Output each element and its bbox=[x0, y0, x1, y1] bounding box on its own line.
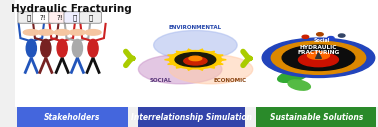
Polygon shape bbox=[208, 66, 215, 68]
FancyBboxPatch shape bbox=[18, 12, 40, 23]
FancyBboxPatch shape bbox=[64, 12, 86, 23]
Text: 💬: 💬 bbox=[73, 14, 77, 21]
Polygon shape bbox=[176, 66, 183, 68]
Circle shape bbox=[299, 53, 338, 67]
Text: Hydraulic Fracturing: Hydraulic Fracturing bbox=[11, 4, 132, 14]
Circle shape bbox=[70, 30, 85, 35]
Polygon shape bbox=[215, 62, 223, 64]
Ellipse shape bbox=[278, 70, 308, 82]
Circle shape bbox=[169, 55, 253, 84]
Circle shape bbox=[307, 52, 330, 59]
Polygon shape bbox=[167, 55, 175, 57]
Circle shape bbox=[175, 53, 216, 67]
Text: Interrelationship Simulation: Interrelationship Simulation bbox=[132, 113, 253, 122]
Polygon shape bbox=[208, 51, 215, 54]
Circle shape bbox=[169, 51, 222, 69]
FancyBboxPatch shape bbox=[49, 12, 71, 23]
Circle shape bbox=[23, 30, 39, 35]
Polygon shape bbox=[219, 59, 226, 61]
FancyBboxPatch shape bbox=[17, 107, 127, 127]
FancyBboxPatch shape bbox=[15, 0, 378, 107]
Polygon shape bbox=[198, 49, 204, 52]
Text: SOCIAL: SOCIAL bbox=[150, 78, 172, 83]
Text: Social: Social bbox=[314, 38, 330, 43]
Ellipse shape bbox=[317, 33, 323, 36]
Circle shape bbox=[262, 38, 375, 77]
Polygon shape bbox=[316, 53, 321, 58]
FancyBboxPatch shape bbox=[138, 107, 245, 127]
Ellipse shape bbox=[302, 35, 309, 38]
Ellipse shape bbox=[41, 39, 51, 57]
Ellipse shape bbox=[88, 39, 98, 57]
Circle shape bbox=[184, 57, 207, 65]
Text: ENVIRONMENTAL: ENVIRONMENTAL bbox=[169, 25, 222, 30]
Ellipse shape bbox=[338, 34, 345, 37]
Ellipse shape bbox=[328, 37, 334, 40]
Polygon shape bbox=[215, 55, 223, 57]
Circle shape bbox=[271, 41, 366, 74]
Circle shape bbox=[85, 30, 101, 35]
FancyBboxPatch shape bbox=[33, 12, 54, 23]
Polygon shape bbox=[187, 68, 193, 70]
Circle shape bbox=[153, 30, 237, 60]
Text: Sustainable Solutions: Sustainable Solutions bbox=[270, 113, 363, 122]
Text: HYDRAULIC
FRACTURING: HYDRAULIC FRACTURING bbox=[297, 44, 339, 55]
Circle shape bbox=[189, 56, 202, 61]
Polygon shape bbox=[187, 49, 193, 52]
Text: Stakeholders: Stakeholders bbox=[44, 113, 100, 122]
Polygon shape bbox=[164, 59, 172, 61]
FancyBboxPatch shape bbox=[80, 12, 101, 23]
Ellipse shape bbox=[57, 39, 67, 57]
Circle shape bbox=[138, 55, 222, 84]
Ellipse shape bbox=[288, 80, 310, 90]
Text: ?!: ?! bbox=[56, 14, 63, 21]
Text: 👍: 👍 bbox=[26, 14, 31, 21]
Polygon shape bbox=[198, 68, 204, 70]
Circle shape bbox=[282, 45, 355, 70]
Polygon shape bbox=[176, 51, 183, 54]
FancyBboxPatch shape bbox=[256, 107, 376, 127]
Text: ?!: ?! bbox=[40, 14, 46, 21]
Text: ECONOMIC: ECONOMIC bbox=[213, 78, 246, 83]
Text: 👎: 👎 bbox=[88, 14, 93, 21]
Ellipse shape bbox=[26, 39, 36, 57]
Ellipse shape bbox=[273, 59, 303, 68]
Circle shape bbox=[54, 30, 70, 35]
Polygon shape bbox=[167, 62, 175, 64]
Circle shape bbox=[38, 30, 54, 35]
Ellipse shape bbox=[72, 39, 82, 57]
